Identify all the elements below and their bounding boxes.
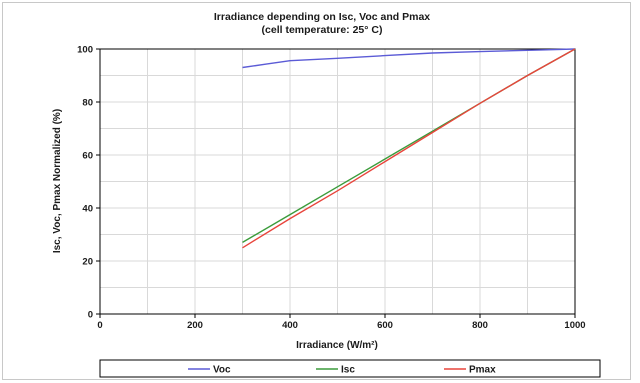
legend-box	[99, 359, 601, 378]
x-tick-label: 0	[97, 320, 102, 331]
series-lines	[242, 48, 576, 249]
x-tick-label: 1000	[564, 320, 585, 331]
series-line-voc	[242, 48, 576, 69]
chart-subtitle: (cell temperature: 25° C)	[262, 24, 383, 36]
y-tick-label: 0	[88, 310, 93, 321]
y-tick-label: 60	[82, 151, 93, 162]
legend: Voc Isc Pmax	[188, 365, 496, 376]
legend-label-isc: Isc	[341, 365, 355, 376]
grid	[100, 49, 575, 314]
y-axis-label: Isc, Voc, Pmax Normalized (%)	[52, 109, 63, 253]
series-line-pmax	[242, 48, 576, 249]
y-tick-label: 20	[82, 257, 93, 268]
x-tick-label: 400	[282, 320, 298, 331]
x-tick-label: 200	[187, 320, 203, 331]
y-tick-label: 80	[82, 98, 93, 109]
x-axis: 0 200 400 600 800 1000	[97, 314, 586, 331]
chart-title: Irradiance depending on Isc, Voc and Pma…	[214, 11, 430, 23]
plot-area	[99, 48, 576, 315]
y-tick-label: 40	[82, 204, 93, 215]
series-line-isc	[242, 48, 576, 244]
y-tick-label: 100	[77, 45, 93, 56]
x-tick-label: 600	[377, 320, 393, 331]
x-axis-label: Irradiance (W/m²)	[296, 340, 378, 351]
chart-frame	[2, 2, 631, 380]
x-tick-label: 800	[472, 320, 488, 331]
y-axis: 0 20 40 60 80 100	[77, 45, 100, 321]
legend-label-voc: Voc	[213, 365, 231, 376]
legend-label-pmax: Pmax	[469, 365, 496, 376]
